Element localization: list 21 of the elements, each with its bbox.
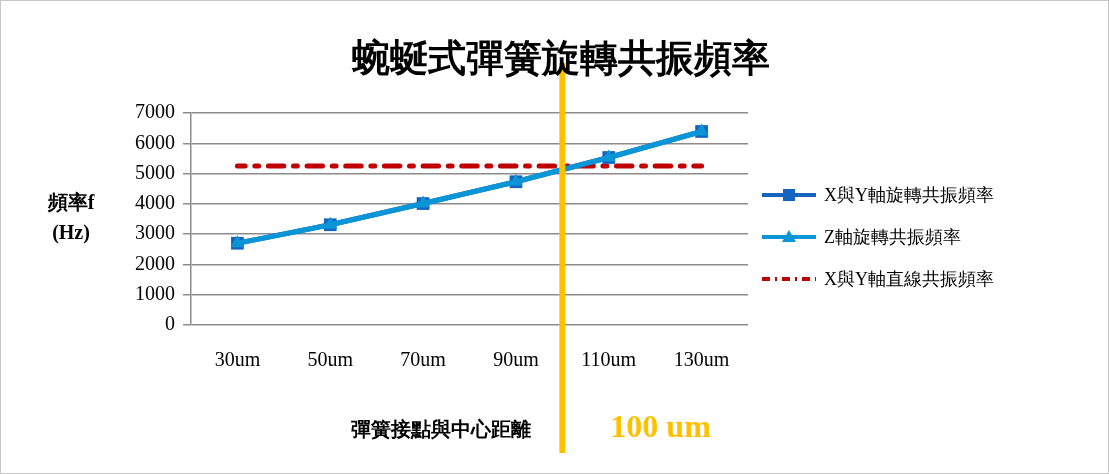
y-tick-label: 5000 <box>135 160 175 183</box>
legend-label: X與Y軸直線共振頻率 <box>824 268 994 291</box>
y-tick-label: 6000 <box>135 130 175 153</box>
x-tick-label: 130um <box>673 348 730 371</box>
y-axis-title: 頻率f (Hz) <box>46 191 95 245</box>
y-tick-label: 3000 <box>135 221 175 244</box>
y-tick-label: 7000 <box>135 100 175 123</box>
x-tick-label: 30um <box>214 348 261 371</box>
y-tick-label: 4000 <box>135 191 175 214</box>
x-axis-title: 彈簧接點與中心距離 <box>351 418 531 441</box>
chart-title: 蜿蜒式彈簧旋轉共振頻率 <box>351 36 770 79</box>
x-tick-label: 70um <box>400 348 447 371</box>
y-tick-label: 1000 <box>135 281 175 304</box>
x-tick-label: 90um <box>493 348 540 371</box>
legend-label: Z軸旋轉共振頻率 <box>824 226 961 249</box>
x-tick-label: 110um <box>581 348 637 371</box>
x-tick-label: 50um <box>307 348 354 371</box>
y-tick-label: 0 <box>165 312 175 335</box>
y-tick-label: 2000 <box>135 251 175 274</box>
legend-label: X與Y軸旋轉共振頻率 <box>824 184 994 207</box>
ref-line-label: 100 um <box>610 408 712 445</box>
